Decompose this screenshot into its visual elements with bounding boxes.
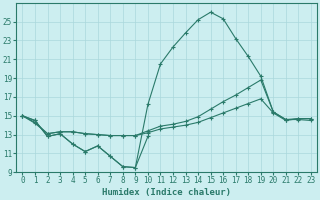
X-axis label: Humidex (Indice chaleur): Humidex (Indice chaleur) (102, 188, 231, 197)
